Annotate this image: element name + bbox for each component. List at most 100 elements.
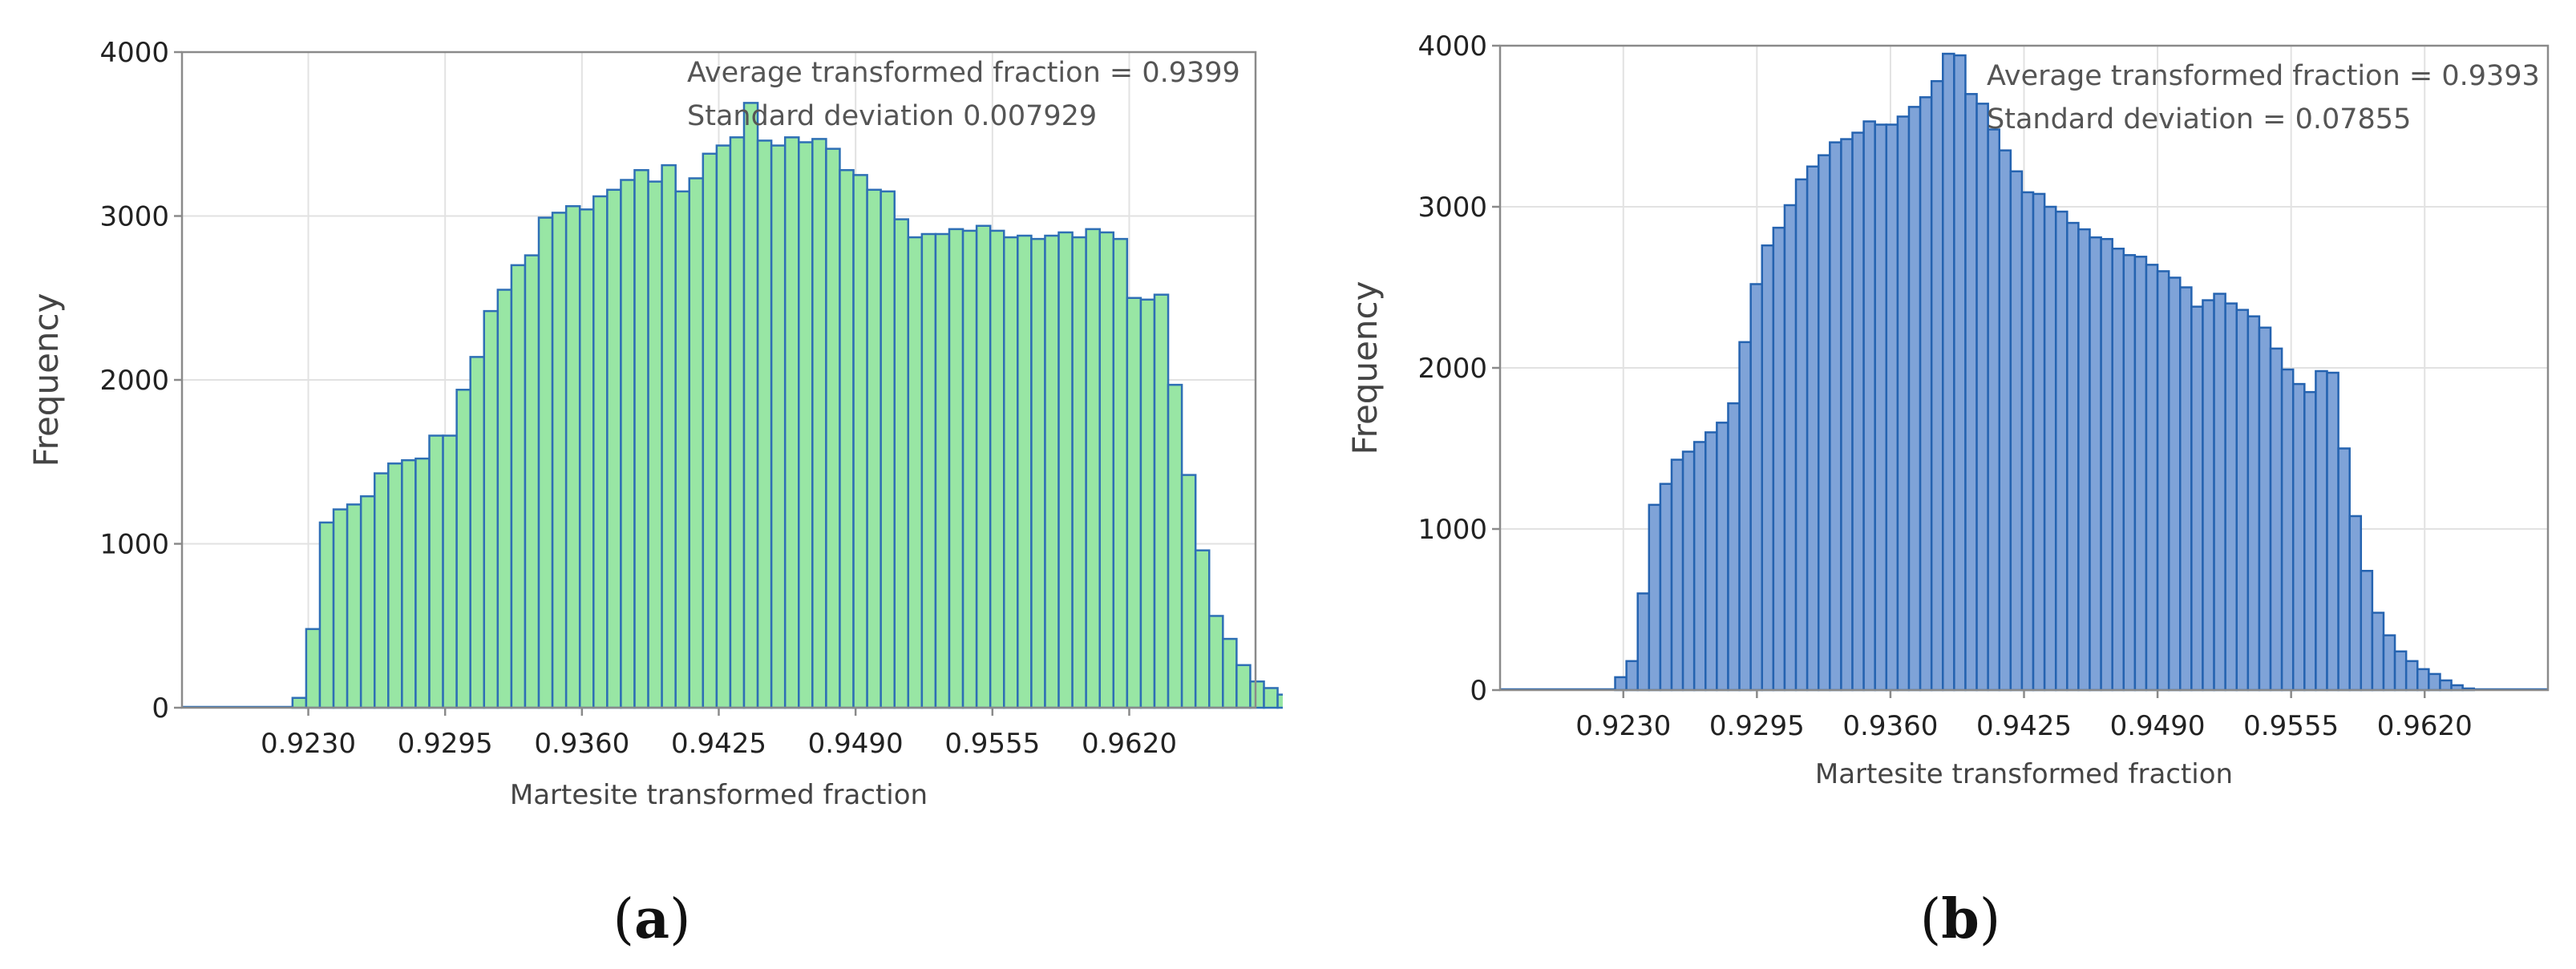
histogram-bar [2179,286,2193,692]
histogram-bar [1829,141,1842,692]
histogram-bar [537,216,554,709]
histogram-bar [373,472,390,709]
histogram-bar [1953,54,1967,692]
histogram-bar [839,168,855,709]
histogram-bar [551,212,568,709]
histogram-bar [2348,515,2363,692]
histogram-bar [715,144,732,709]
histogram-bar [1930,79,1944,692]
histogram-bar [661,164,677,709]
histogram-bar [893,218,910,709]
histogram-bar [2054,210,2068,692]
x-tick-label: 0.9620 [2377,710,2473,742]
histogram-bar [2066,221,2080,692]
histogram-bar [674,190,690,709]
stats-annotation: Average transformed fraction = 0.9399 [687,57,1240,89]
histogram-bar [442,434,458,709]
histogram-bar [1194,549,1211,709]
histogram-bar [1263,687,1279,709]
histogram-bar [2213,293,2226,692]
x-tick-label: 0.9230 [261,728,356,760]
histogram-bar [2190,305,2204,692]
histogram-bar [702,152,718,709]
histogram-bar [469,356,486,709]
histogram-bar [2326,371,2339,692]
histogram-bar [1017,234,1033,709]
histogram-bar [2145,264,2159,692]
histogram-bar [483,309,499,709]
x-tick-label: 0.9360 [1842,710,1938,742]
histogram-bar [2167,277,2182,692]
histogram-bar [1716,422,1729,692]
histogram-bar [1636,592,1651,692]
histogram-bar [2280,368,2295,692]
histogram-bar [1085,228,1101,709]
panel-label-letter: a [634,887,669,951]
histogram-bar [811,138,827,709]
histogram-bar [1998,149,2012,692]
histogram-bar [1975,103,1989,692]
histogram-bar [1692,441,1707,692]
histogram-bar [1862,120,1876,692]
histogram-bar [1659,482,1673,692]
x-tick-label: 0.9490 [2110,710,2206,742]
histogram-bar [880,190,896,709]
x-tick-label: 0.9360 [534,728,629,760]
histogram-bar [1670,458,1684,692]
histogram-bar [1919,96,1933,692]
histogram-bar [934,232,951,709]
panel-label-close-paren: ) [1980,888,2001,951]
histogram-bar [1648,503,1662,692]
y-tick-label: 4000 [99,37,169,69]
histogram-bar [2111,248,2125,692]
stats-annotation: Average transformed fraction = 0.9393 [1987,60,2540,92]
histogram-bar [783,136,800,709]
histogram-bar [1840,138,1854,692]
histogram-bar [291,696,308,709]
histogram-bar [2133,256,2148,692]
y-tick-label: 2000 [99,365,169,397]
histogram-bar [1030,237,1046,709]
y-tick-label: 2000 [1417,353,1487,385]
histogram-bar [1625,660,1639,692]
histogram-bar [2224,302,2238,692]
histogram-bar [1783,204,1798,692]
panel-label: (a) [613,887,690,951]
histogram-bar [1794,178,1809,692]
histogram-bar [2439,679,2453,692]
histogram-bar [318,521,335,709]
histogram-bar [989,229,1005,709]
histogram-bar [688,177,705,709]
histogram-bar [401,458,417,709]
histogram-bar [2291,382,2306,692]
panel-label: (b) [1920,887,2001,951]
histogram-bar [2258,326,2272,692]
histogram-bar [2393,650,2408,692]
histogram-bar [770,144,787,709]
histogram-bar [948,228,964,709]
histogram-bar [1885,123,1899,692]
x-tick-label: 0.9295 [1709,710,1805,742]
y-axis-title: Frequency [1345,281,1385,455]
x-tick-label: 0.9230 [1575,710,1671,742]
histogram-bar [1817,154,1831,692]
y-tick-label: 0 [1470,675,1487,707]
histogram-bar [2337,447,2351,692]
y-axis-title: Frequency [26,293,66,467]
histogram-bar [825,147,841,709]
histogram-bar [455,389,471,709]
y-tick-label: 3000 [99,201,169,233]
histogram-bar [524,254,540,709]
x-axis-title: Martesite transformed fraction [510,779,928,811]
histogram-bar [798,141,814,709]
histogram-bar [1772,226,1786,692]
histogram-bar [907,236,924,709]
y-tick-label: 3000 [1417,192,1487,224]
stats-annotation: Standard deviation = 0.07855 [1987,103,2411,135]
histogram-bar [2089,236,2102,692]
histogram-panel-a: 0 1000 2000 3000 4000 0.9230 0.9295 0.9360 0.942… [0,0,1283,969]
histogram-bar [305,628,321,709]
histogram-bar [1057,231,1074,709]
histogram-bar [620,179,636,709]
histogram-bar [1098,231,1115,709]
